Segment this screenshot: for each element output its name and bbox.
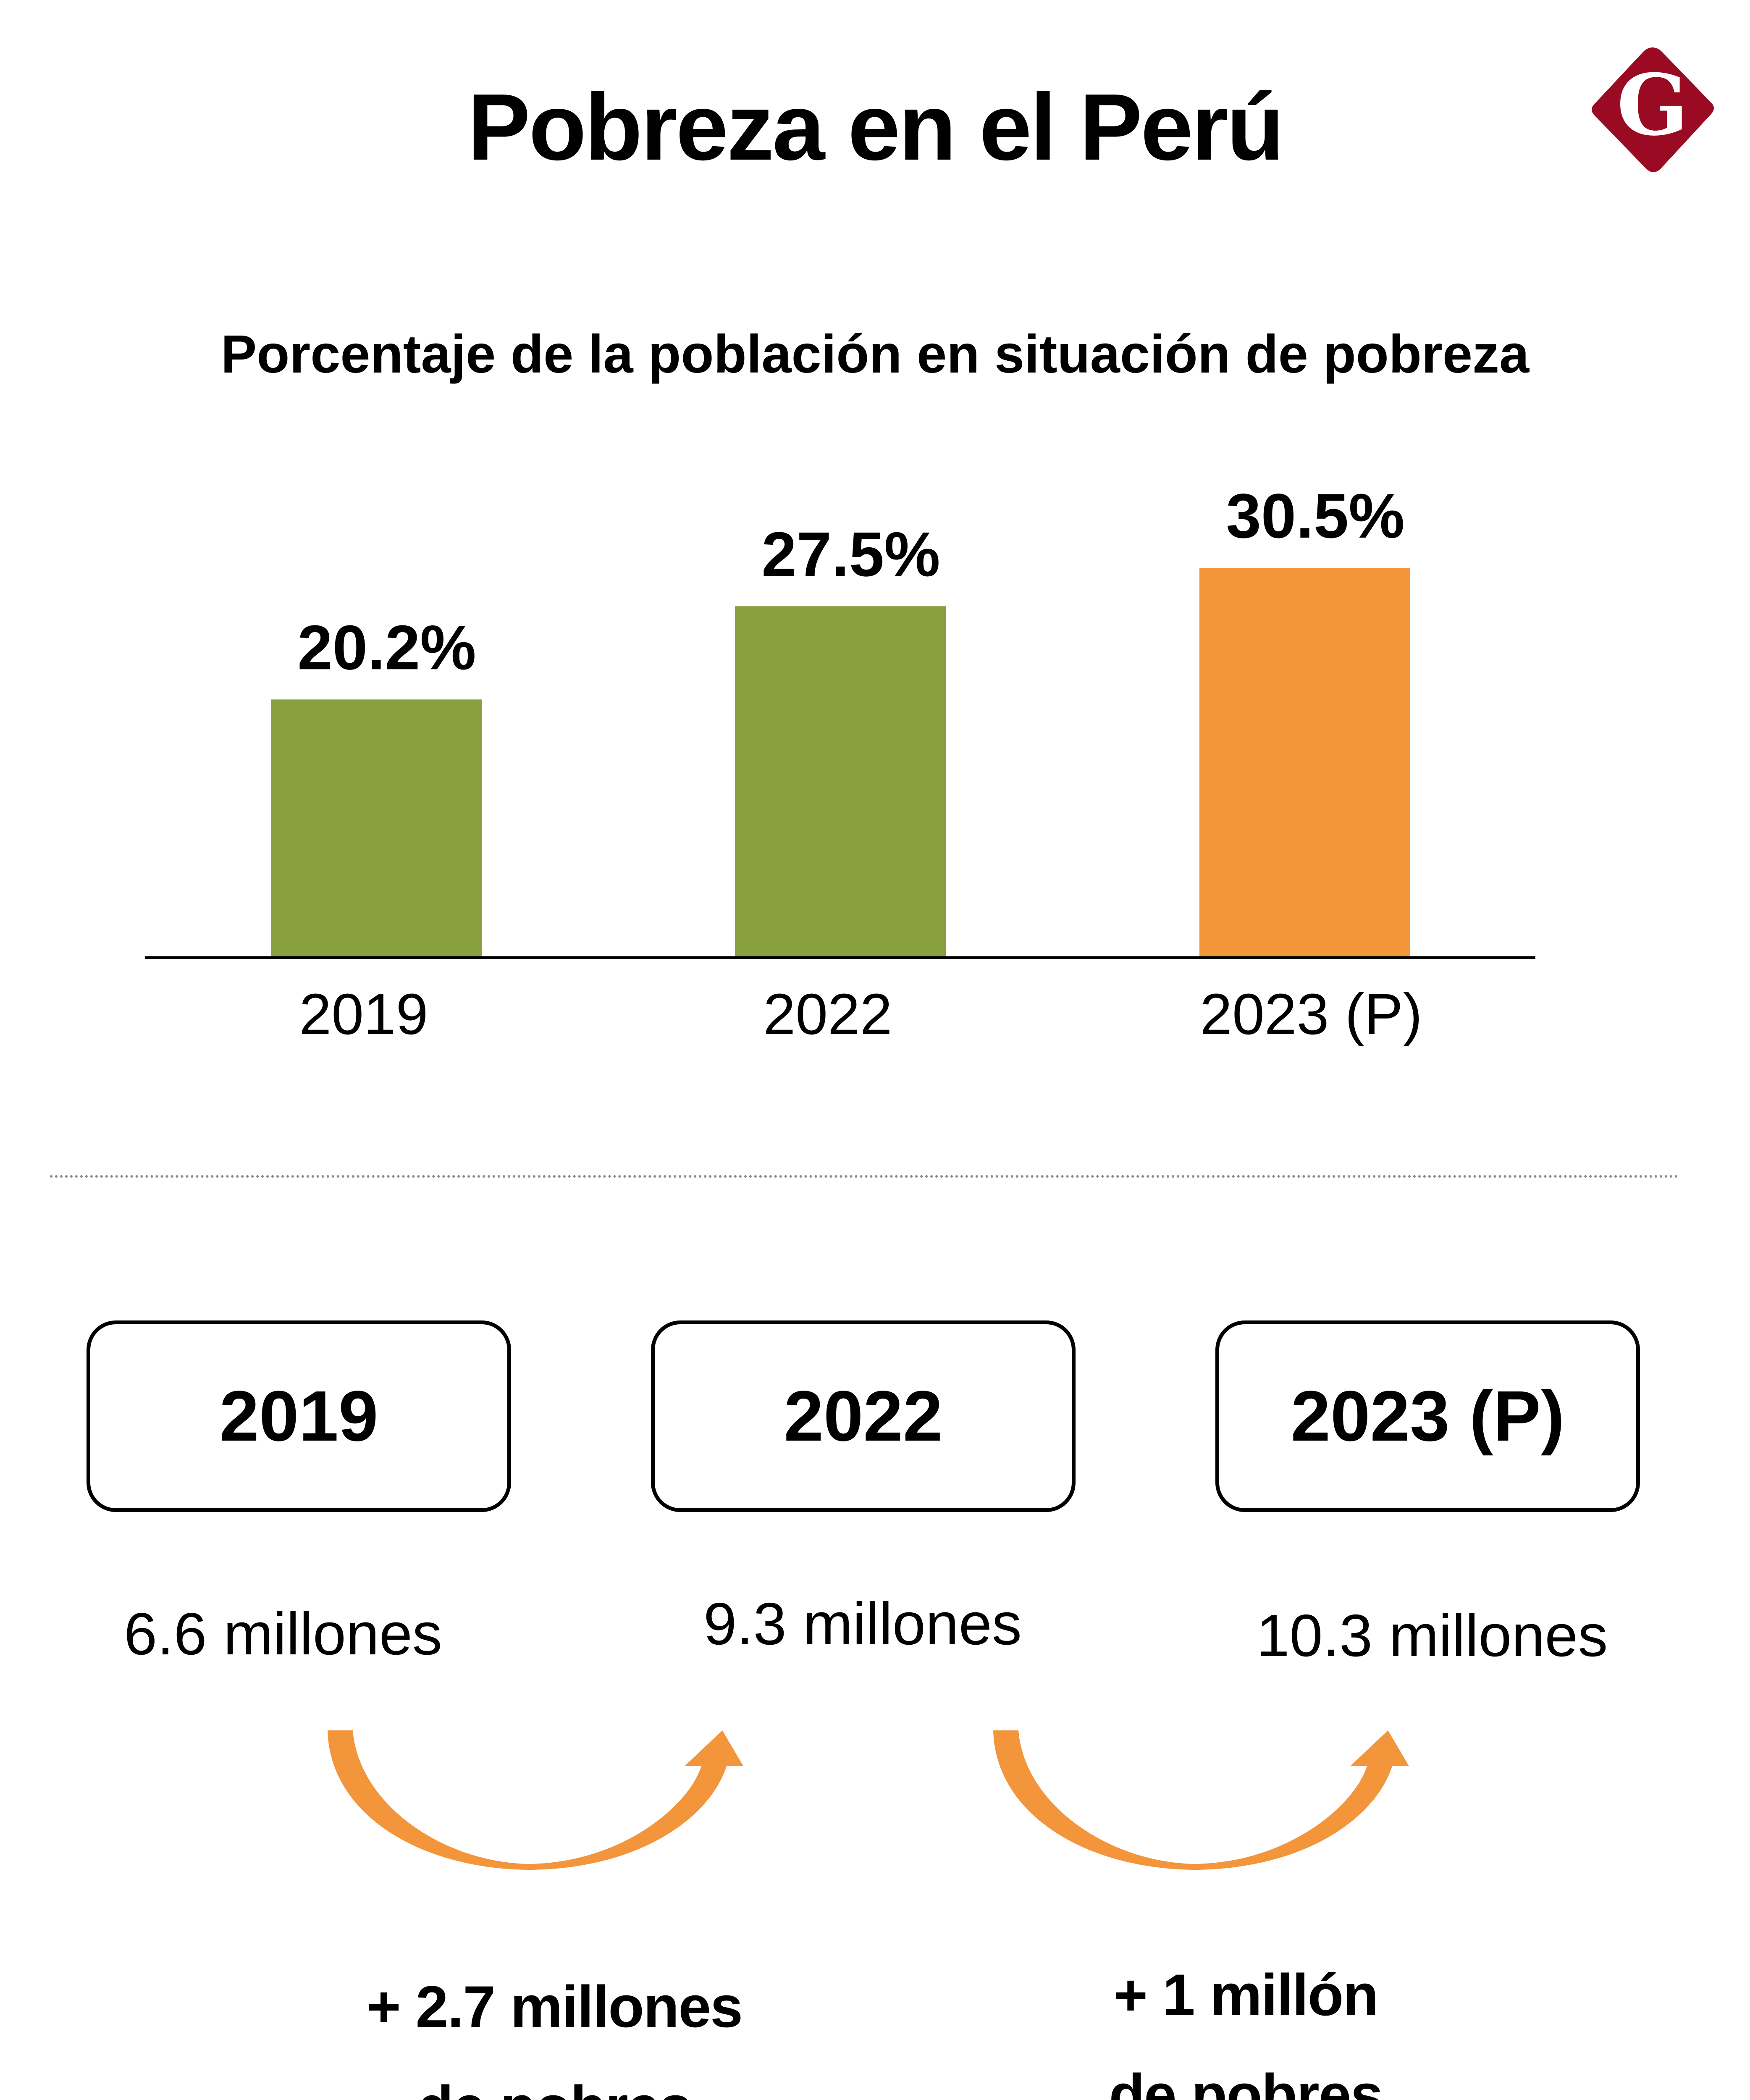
curved-arrow-icon	[993, 1730, 1409, 1870]
change-2019-2022-amount: + 2.7 millones	[366, 1974, 743, 2040]
year-box-2019: 2019	[87, 1320, 511, 1512]
curved-arrow-icon	[328, 1730, 743, 1870]
value-label: 20.2%	[297, 612, 476, 682]
population-2023: 10.3 millones	[1256, 1602, 1608, 1669]
value-label: 27.5%	[761, 519, 940, 589]
chart-title: Porcentaje de la población en situación …	[220, 324, 1530, 384]
population-2022: 9.3 millones	[703, 1591, 1022, 1657]
x-tick-label: 2019	[299, 982, 428, 1047]
bar-2022	[735, 606, 946, 958]
labels-layer: 20.2% 2019 27.5% 2022 30.5% 2023 (P)	[297, 480, 1422, 1047]
section-divider	[50, 1175, 1679, 1178]
year-box-label: 2019	[219, 1376, 378, 1456]
change-2019-2022-label: de pobres	[417, 2077, 692, 2100]
population-2019: 6.6 millones	[124, 1601, 442, 1667]
change-2022-2023-label: de pobres	[1109, 2062, 1383, 2100]
x-tick-label: 2023 (P)	[1200, 982, 1422, 1047]
year-box-label: 2022	[784, 1376, 943, 1456]
bar-chart: 20.2% 2019 27.5% 2022 30.5% 2023 (P)	[145, 480, 1535, 1047]
bars-layer	[271, 568, 1410, 958]
value-label: 30.5%	[1226, 480, 1404, 551]
logo-diamond	[1592, 47, 1714, 172]
year-box-2023: 2023 (P)	[1215, 1320, 1640, 1512]
bar-2019	[271, 699, 482, 958]
gestion-logo-icon: G	[1592, 47, 1714, 172]
page-title: Pobreza en el Perú	[467, 74, 1284, 180]
x-tick-label: 2022	[763, 982, 892, 1047]
change-2022-2023-amount: + 1 millón	[1113, 1962, 1379, 2028]
year-box-label: 2023 (P)	[1291, 1376, 1565, 1456]
bar-2023-p	[1199, 568, 1410, 958]
year-box-2022: 2022	[651, 1320, 1076, 1512]
logo-letter: G	[1617, 56, 1689, 155]
